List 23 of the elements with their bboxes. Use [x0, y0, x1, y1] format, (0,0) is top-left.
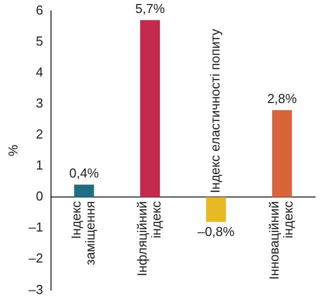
y-tick-label: –2: [28, 250, 44, 266]
bar: [140, 20, 160, 198]
y-axis-title: %: [5, 144, 20, 156]
y-tick-label: 3: [36, 96, 44, 111]
y-tick-label: 2: [36, 126, 44, 142]
bar: [272, 110, 292, 198]
y-tick-label: –1: [28, 220, 44, 235]
x-tick-label: Індекс еластичності попиту: [208, 28, 223, 194]
data-label: 0,4%: [69, 166, 100, 181]
y-tick-label: 0: [36, 188, 44, 204]
y-tick-label: 1: [36, 158, 44, 173]
data-label: 2,8%: [267, 91, 298, 106]
data-label: –0,8%: [198, 224, 235, 239]
y-tick-label: 4: [36, 64, 44, 80]
bar: [74, 184, 94, 198]
y-tick-label: –3: [28, 282, 44, 297]
x-tick-label: Індекс заміщення: [68, 200, 98, 266]
x-tick-label: Інноваційний індекс: [266, 200, 296, 280]
data-label: 5,7%: [135, 1, 166, 16]
x-tick-label: Інфляційний індекс: [134, 200, 164, 276]
bar: [206, 197, 226, 222]
y-tick-label: 5: [36, 33, 44, 48]
y-tick-label: 6: [36, 2, 44, 18]
